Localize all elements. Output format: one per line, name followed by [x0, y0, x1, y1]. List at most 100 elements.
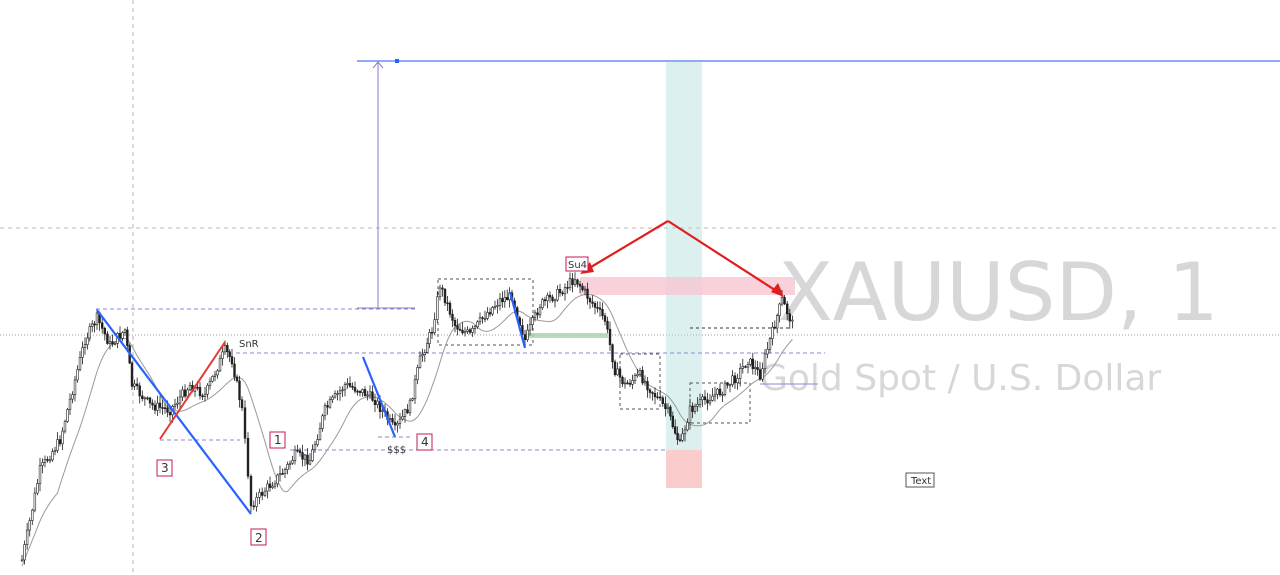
candle-body — [461, 329, 464, 334]
candle-body — [130, 362, 134, 387]
candle-body — [621, 376, 624, 385]
candle-body — [688, 405, 692, 423]
candle-body — [151, 402, 154, 406]
candle-body — [751, 358, 755, 370]
pattern-leg-blue-3[interactable] — [508, 291, 527, 349]
candle-body — [533, 312, 537, 318]
candle-body — [641, 369, 644, 384]
text-annotation: Text — [910, 476, 931, 487]
candle-body — [341, 389, 344, 392]
candle-body — [353, 387, 357, 392]
candle-body — [288, 462, 292, 465]
candle-body — [623, 382, 627, 385]
arrow-left-shaft[interactable] — [585, 220, 669, 271]
candle-body — [91, 323, 94, 327]
wave-label-2: 2 — [255, 531, 263, 545]
candle-body — [628, 382, 632, 385]
candle-body — [591, 301, 594, 304]
candle-body — [756, 367, 759, 370]
candle-body — [766, 348, 769, 355]
candle-body — [213, 374, 217, 377]
text-annotation-box[interactable] — [905, 472, 935, 488]
candle-body — [744, 366, 747, 368]
candle-body — [398, 418, 402, 424]
candle-body — [203, 393, 207, 397]
candle-body — [208, 380, 212, 386]
candle-body — [598, 307, 602, 310]
candle-body — [478, 317, 482, 323]
candle-body — [338, 390, 342, 394]
candle-body — [586, 288, 589, 299]
candle-body — [731, 375, 734, 385]
candle-body — [526, 329, 529, 341]
candle-body — [463, 331, 467, 334]
wave-label-4: 4 — [421, 435, 429, 449]
candle-body — [456, 325, 459, 330]
candle-body — [306, 454, 309, 465]
arrow-right-shaft[interactable] — [667, 220, 779, 293]
candle-body — [83, 344, 87, 349]
candle-body — [123, 329, 127, 333]
candle-body — [758, 369, 762, 380]
short-position-zone[interactable] — [666, 450, 702, 488]
pattern-leg-red[interactable] — [159, 341, 226, 440]
candle-body — [546, 294, 549, 302]
candle-body — [726, 382, 729, 386]
candle-body — [611, 344, 614, 363]
candle-body — [286, 464, 289, 470]
candle-body — [263, 490, 267, 496]
candle-body — [738, 368, 742, 379]
candle-body — [541, 299, 544, 308]
candle-body — [671, 415, 675, 428]
demand-zone[interactable] — [525, 333, 608, 338]
candle-body — [501, 298, 504, 303]
candle-body — [608, 328, 612, 345]
candle-body — [573, 279, 577, 285]
candle-body — [696, 403, 699, 407]
su4-label-box[interactable] — [565, 256, 589, 272]
wave-label-box-2[interactable] — [250, 528, 267, 546]
candle-body — [156, 402, 159, 411]
candle-body — [416, 367, 419, 381]
candle-body — [63, 421, 67, 432]
candle-body — [255, 497, 258, 507]
candle-body — [446, 302, 449, 305]
range-box-2 — [619, 353, 661, 410]
candle-body — [773, 326, 777, 329]
candlestick-series[interactable] — [20, 272, 794, 565]
candle-body — [243, 407, 247, 439]
wave-label-box-1[interactable] — [269, 431, 286, 449]
candle-body — [313, 444, 317, 451]
candle-body — [616, 368, 619, 376]
moving-average-line — [21, 293, 793, 567]
candle-body — [111, 341, 114, 345]
wave-label-1: 1 — [274, 433, 282, 447]
long-position-zone[interactable] — [666, 62, 702, 450]
candle-body — [531, 317, 534, 325]
candle-body — [438, 287, 442, 298]
candle-body — [723, 382, 727, 395]
candle-body — [201, 395, 204, 398]
candle-body — [31, 509, 34, 521]
candle-body — [78, 357, 82, 370]
candle-body — [66, 409, 69, 422]
supply-zone[interactable] — [580, 277, 795, 295]
candle-body — [656, 396, 659, 399]
candle-body — [698, 399, 702, 405]
wave-label-box-3[interactable] — [156, 459, 173, 477]
candle-body — [346, 383, 349, 385]
candle-body — [308, 460, 312, 465]
candle-body — [311, 449, 314, 462]
candle-body — [33, 492, 37, 511]
candle-body — [291, 460, 294, 464]
candle-body — [636, 373, 639, 376]
top-line-anchor[interactable] — [395, 59, 399, 63]
wave-label-box-4[interactable] — [416, 433, 433, 451]
candle-body — [593, 303, 597, 308]
candle-body — [403, 409, 407, 417]
candle-body — [436, 296, 439, 320]
pattern-leg-blue-2[interactable] — [361, 356, 397, 438]
pattern-leg-blue-1[interactable] — [96, 309, 252, 515]
candle-body — [761, 368, 764, 380]
